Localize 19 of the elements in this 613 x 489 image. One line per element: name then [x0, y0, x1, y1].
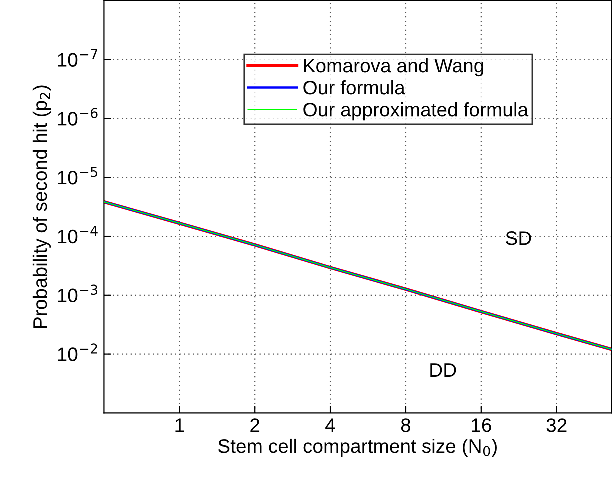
x-tick-label: 2 [250, 418, 260, 432]
y-tick-label: 10$^{−7}$ [58, 49, 98, 67]
legend-label: Komarova and Wang [304, 58, 484, 77]
y-tick-label: 10$^{−5}$ [58, 167, 98, 185]
x-tick-label: 8 [401, 418, 411, 432]
y-tick-label: 10$^{−3}$ [58, 284, 98, 303]
annotation: SD [506, 232, 532, 246]
y-axis-title: Probability of second hit (p$_{2}$) [32, 86, 52, 328]
x-tick-label: 16 [472, 418, 492, 432]
x-tick-label: 4 [326, 418, 336, 432]
annotation: DD [430, 364, 456, 378]
y-tick-label: 10$^{−4}$ [58, 226, 98, 244]
x-tick-label: 32 [546, 418, 567, 432]
legend-label: Our approximated formula [304, 102, 529, 121]
y-tick-label: 10$^{−2}$ [58, 344, 98, 362]
x-axis-title: Stem cell compartment size (N$_{0}$) [218, 438, 497, 458]
y-tick-label: 10$^{−6}$ [58, 108, 98, 126]
legend-label: Our formula [304, 80, 406, 95]
x-tick-label: 1 [176, 418, 184, 432]
